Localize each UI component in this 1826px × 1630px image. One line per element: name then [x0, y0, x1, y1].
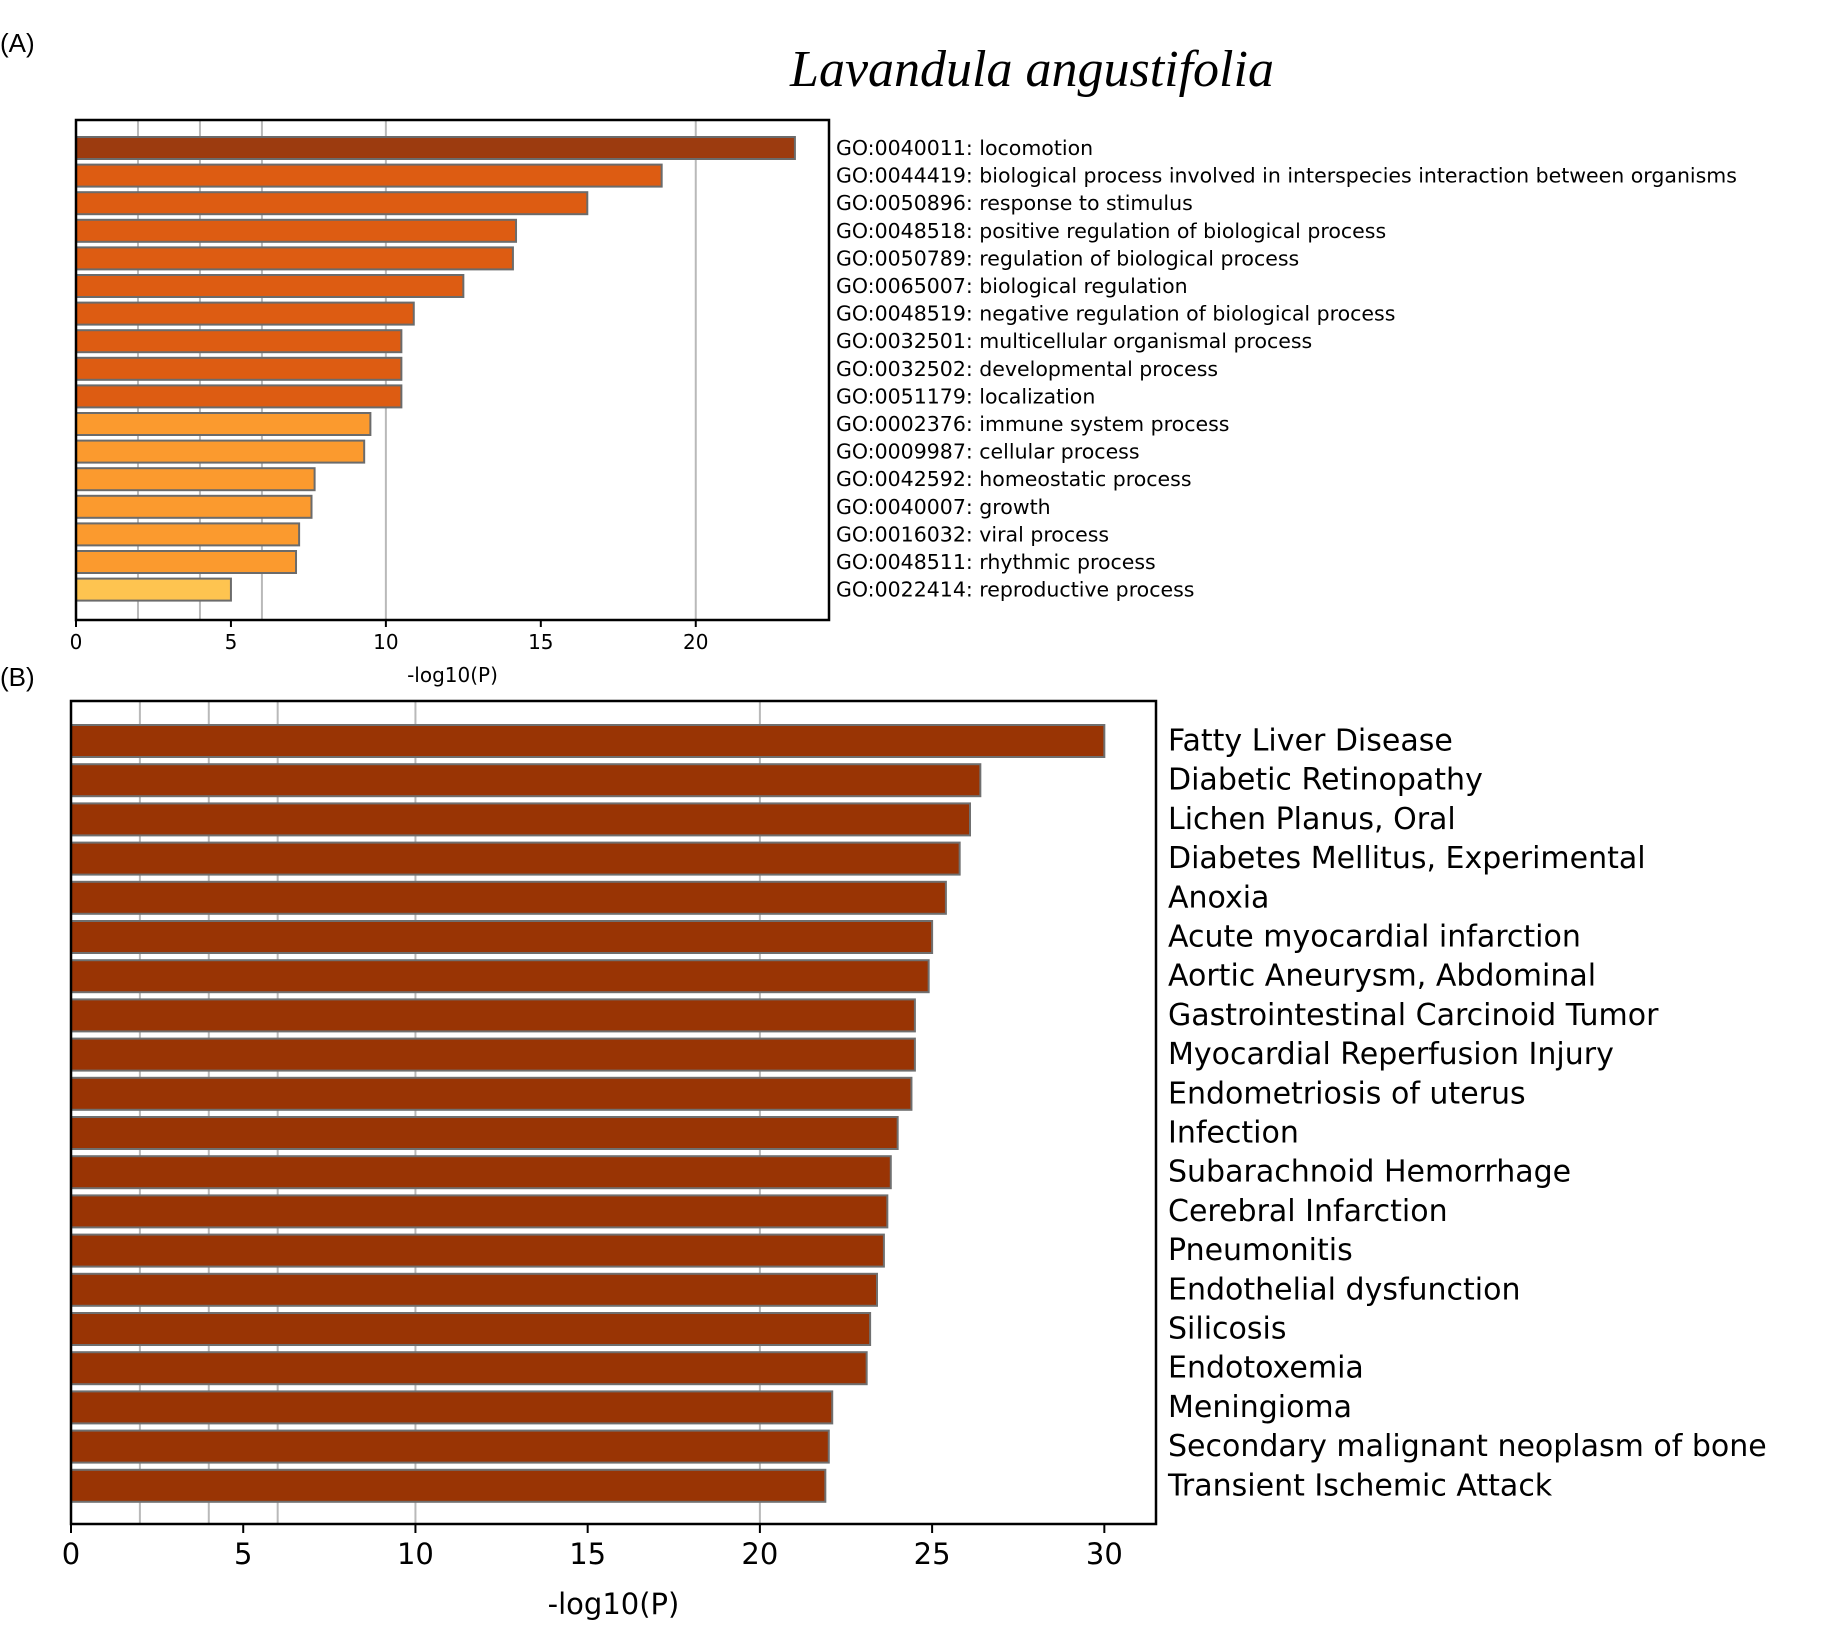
bar — [75, 494, 313, 519]
panel-b-chart: (B) Fatty Liver Disease Diabetic Retinopat… — [0, 662, 1767, 1621]
category-label: Subarachnoid Hemorrhage — [1168, 1155, 1571, 1190]
category-label: Pneumonitis — [1168, 1233, 1353, 1268]
panel-letter: (A) — [0, 28, 35, 58]
category-label: GO:0044419: biological process involved … — [836, 164, 1737, 188]
x-tick-label: 0 — [62, 1537, 80, 1571]
category-label: Gastrointestinal Carcinoid Tumor — [1168, 998, 1659, 1033]
bar — [70, 1351, 868, 1386]
bar — [75, 136, 796, 160]
figure-title: Lavandula angustifolia — [789, 41, 1274, 98]
bar — [70, 1390, 834, 1425]
bar — [75, 522, 301, 547]
category-label: Lichen Planus, Oral — [1168, 802, 1456, 837]
x-tick-label: 15 — [569, 1537, 606, 1571]
panel-a-chart: (A) GO:0040011: locomotion GO:0044419: bio… — [0, 28, 1737, 687]
bar — [70, 920, 934, 954]
category-label: GO:0050896: response to stimulus — [836, 191, 1193, 215]
bar — [70, 1037, 916, 1072]
bar — [70, 959, 930, 994]
x-tick-label: 20 — [683, 630, 708, 654]
bar — [75, 412, 372, 436]
x-axis-label: -log10(P) — [407, 663, 498, 687]
bar — [70, 724, 1106, 758]
category-label: GO:0009987: cellular process — [836, 440, 1140, 464]
x-tick-label: 20 — [741, 1537, 778, 1571]
x-axis-label: -log10(P) — [548, 1587, 680, 1621]
category-label: Secondary malignant neoplasm of bone — [1168, 1429, 1767, 1464]
category-label: Cerebral Infarction — [1168, 1194, 1448, 1229]
plot-frame — [74, 118, 831, 622]
bar — [70, 1312, 872, 1346]
category-label: GO:0051179: localization — [836, 384, 1095, 408]
x-tick-label: 5 — [225, 630, 238, 654]
x-tick-label: 25 — [914, 1537, 951, 1571]
category-label: GO:0048511: rhythmic process — [836, 550, 1156, 574]
bar — [70, 1076, 913, 1111]
x-tick-label: 0 — [70, 630, 83, 654]
bar — [75, 384, 403, 409]
category-label: Myocardial Reperfusion Injury — [1168, 1037, 1614, 1072]
plot-frame — [69, 699, 1158, 1526]
x-tick-label: 15 — [528, 630, 553, 654]
bar — [75, 246, 514, 271]
bar — [70, 763, 982, 798]
category-label: Endometriosis of uterus — [1168, 1076, 1526, 1111]
category-label: Meningioma — [1168, 1390, 1352, 1425]
bar — [75, 467, 316, 492]
bar — [75, 163, 663, 188]
bar — [70, 802, 971, 837]
category-label: Diabetic Retinopathy — [1168, 763, 1483, 798]
category-label: Aortic Aneurysm, Abdominal — [1168, 959, 1596, 994]
bar — [70, 1194, 889, 1229]
category-label: Endotoxemia — [1168, 1351, 1364, 1386]
category-label: Anoxia — [1168, 880, 1269, 915]
bar — [70, 1233, 885, 1268]
bar — [75, 329, 403, 354]
bar — [75, 356, 403, 381]
category-label: Diabetes Mellitus, Experimental — [1168, 841, 1646, 876]
category-label: GO:0065007: biological regulation — [836, 274, 1188, 298]
category-label: GO:0040007: growth — [836, 495, 1051, 519]
category-label: GO:0032502: developmental process — [836, 357, 1218, 381]
category-label: GO:0002376: immune system process — [836, 412, 1229, 436]
panel-letter: (B) — [0, 662, 35, 692]
bar — [70, 998, 916, 1033]
category-label: GO:0040011: locomotion — [836, 136, 1093, 160]
category-label: Transient Ischemic Attack — [1167, 1468, 1553, 1503]
category-label: Acute myocardial infarction — [1168, 920, 1581, 955]
category-label: GO:0016032: viral process — [836, 522, 1109, 546]
bar — [70, 880, 947, 915]
bar — [75, 274, 465, 298]
category-label: Silicosis — [1168, 1312, 1287, 1347]
bar — [70, 1468, 827, 1503]
x-tick-label: 30 — [1086, 1537, 1123, 1571]
bar — [75, 191, 589, 216]
bar — [70, 1429, 830, 1464]
category-label: Infection — [1168, 1116, 1299, 1151]
bar — [70, 1116, 899, 1150]
bar — [75, 439, 366, 464]
category-label: Endothelial dysfunction — [1168, 1272, 1521, 1307]
category-label: GO:0042592: homeostatic process — [836, 467, 1192, 491]
bar — [70, 841, 961, 876]
bar — [70, 1272, 878, 1307]
category-label: Fatty Liver Disease — [1168, 724, 1453, 759]
x-tick-label: 10 — [373, 630, 398, 654]
category-label: GO:0032501: multicellular organismal pro… — [836, 329, 1312, 353]
category-label: GO:0048518: positive regulation of biolo… — [836, 219, 1386, 243]
x-tick-label: 5 — [234, 1537, 252, 1571]
bar — [70, 1155, 892, 1190]
category-label: GO:0022414: reproductive process — [836, 578, 1194, 602]
category-label: GO:0050789: regulation of biological pro… — [836, 246, 1299, 270]
bar — [75, 218, 518, 243]
x-tick-label: 10 — [397, 1537, 434, 1571]
bar — [75, 550, 298, 574]
category-label: GO:0048519: negative regulation of biolo… — [836, 302, 1395, 326]
bar — [75, 301, 415, 326]
bar — [75, 577, 232, 602]
